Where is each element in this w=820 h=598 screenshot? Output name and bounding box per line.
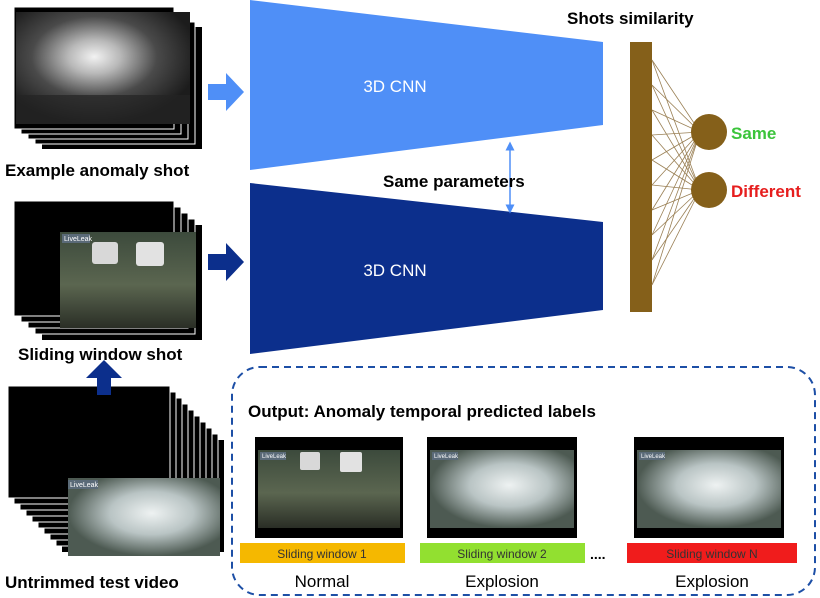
cnn-bottom-label: 3D CNN bbox=[363, 261, 426, 280]
example-anomaly-shot-stack bbox=[13, 6, 202, 149]
window-bar-2-label: Sliding window 2 bbox=[457, 547, 547, 561]
output-frame-2: LiveLeak bbox=[427, 437, 577, 538]
cnn-bottom-trapezoid bbox=[250, 183, 603, 354]
sliding-window-frame-image bbox=[60, 232, 196, 328]
output-frame-1: LiveLeak bbox=[255, 437, 403, 538]
output-frame-n: LiveLeak bbox=[634, 437, 784, 538]
prediction-1: Normal bbox=[295, 572, 350, 591]
similarity-connections bbox=[651, 59, 701, 286]
different-node bbox=[691, 172, 727, 208]
sliding-window-shot-stack: LiveLeak bbox=[13, 200, 202, 340]
window-bar-1-label: Sliding window 1 bbox=[277, 547, 367, 561]
svg-text:LiveLeak: LiveLeak bbox=[64, 236, 93, 243]
prediction-n: Explosion bbox=[675, 572, 749, 591]
same-label: Same bbox=[731, 124, 776, 143]
window-bar-n bbox=[627, 543, 797, 563]
cnn-top-label: 3D CNN bbox=[363, 77, 426, 96]
window-bar-n-label: Sliding window N bbox=[666, 547, 757, 561]
shots-similarity-label: Shots similarity bbox=[567, 9, 694, 28]
sliding-window-shot-label: Sliding window shot bbox=[18, 345, 183, 364]
similarity-bar bbox=[630, 42, 652, 312]
example-anomaly-shot-label: Example anomaly shot bbox=[5, 161, 190, 180]
window-bar-2 bbox=[420, 543, 585, 563]
svg-text:LiveLeak: LiveLeak bbox=[641, 454, 666, 460]
ellipsis: .... bbox=[590, 546, 606, 562]
arrow-to-bottom-cnn bbox=[208, 243, 244, 281]
output-box bbox=[231, 366, 816, 596]
different-label: Different bbox=[731, 182, 801, 201]
output-title: Output: Anomaly temporal predicted label… bbox=[248, 402, 596, 421]
same-node bbox=[691, 114, 727, 150]
same-parameters-label: Same parameters bbox=[383, 172, 525, 191]
arrow-up-to-sliding-window bbox=[86, 360, 122, 395]
untrimmed-frame-image bbox=[68, 478, 220, 556]
svg-text:LiveLeak: LiveLeak bbox=[262, 454, 287, 460]
cnn-top-trapezoid bbox=[250, 0, 603, 170]
prediction-2: Explosion bbox=[465, 572, 539, 591]
window-bar-1 bbox=[240, 543, 405, 563]
svg-text:LiveLeak: LiveLeak bbox=[434, 454, 459, 460]
untrimmed-video-stack: LiveLeak bbox=[7, 385, 224, 556]
arrow-to-top-cnn bbox=[208, 73, 244, 111]
untrimmed-test-video-label: Untrimmed test video bbox=[5, 573, 179, 592]
svg-text:LiveLeak: LiveLeak bbox=[70, 482, 99, 489]
